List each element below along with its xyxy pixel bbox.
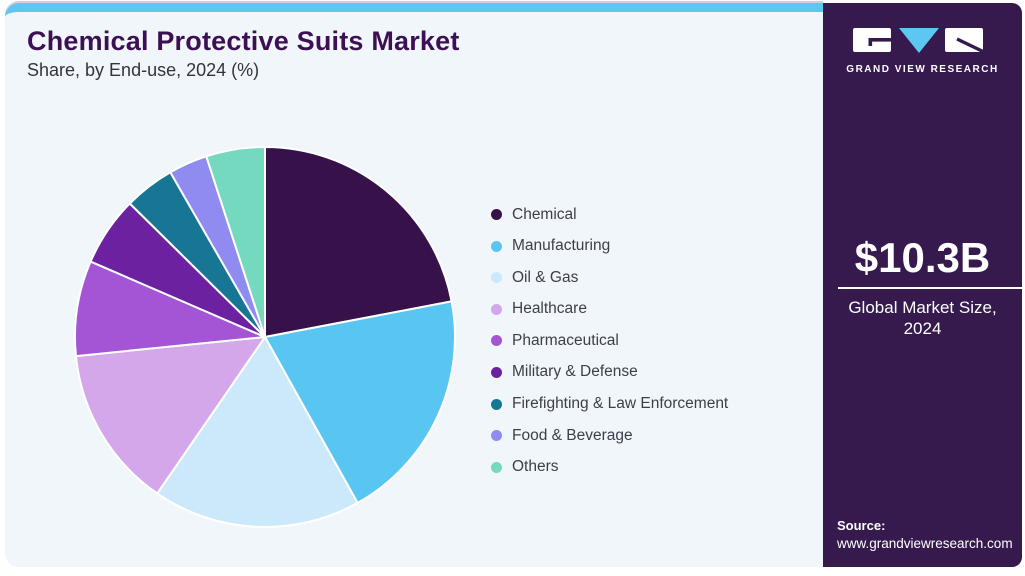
chart-card: Chemical Protective Suits Market Share, …	[5, 3, 823, 567]
legend-label: Others	[512, 458, 559, 476]
legend-label: Manufacturing	[512, 237, 611, 255]
page-subtitle: Share, by End-use, 2024 (%)	[27, 60, 260, 80]
pie-slice-others	[205, 146, 266, 338]
legend-label: Oil & Gas	[512, 268, 579, 286]
legend-dot-icon	[491, 240, 502, 252]
pie-slice-pharmaceutical	[74, 260, 266, 358]
legend-item: Chemical	[491, 204, 728, 225]
legend-label: Military & Defense	[512, 363, 638, 381]
legend-dot-icon	[491, 209, 502, 220]
legend-dot-icon	[491, 303, 502, 315]
pie-chart	[74, 146, 456, 528]
source-label: Source:	[837, 518, 886, 533]
legend-item: Healthcare	[491, 299, 728, 320]
page-title: Chemical Protective Suits Market	[27, 26, 460, 56]
pie-slice-healthcare	[74, 336, 266, 495]
legend-dot-icon	[491, 272, 502, 284]
legend-dot-icon	[491, 461, 502, 473]
market-size-value: $10.3B	[854, 234, 991, 281]
pie-slice-chemical	[264, 146, 453, 338]
legend-label: Pharmaceutical	[512, 331, 619, 349]
legend-label: Chemical	[512, 205, 577, 223]
legend-label: Firefighting & Law Enforcement	[512, 395, 729, 413]
legend-item: Manufacturing	[491, 236, 728, 257]
legend-label: Food & Beverage	[512, 426, 633, 444]
legend-dot-icon	[491, 335, 502, 347]
legend-item: Pharmaceutical	[491, 330, 728, 351]
brand-name: GRAND VIEW RESEARCH	[846, 64, 999, 75]
gvr-logo: GRAND VIEW RESEARCH	[823, 26, 1022, 75]
pie-slice-oil-gas	[156, 336, 359, 528]
source-block: Source: www.grandviewresearch.com	[837, 517, 1013, 553]
legend-item: Oil & Gas	[491, 267, 728, 288]
legend-label: Healthcare	[512, 300, 587, 318]
legend-item: Food & Beverage	[491, 425, 728, 446]
legend-dot-icon	[491, 430, 502, 442]
legend-item: Military & Defense	[491, 362, 728, 383]
source-url: www.grandviewresearch.com	[837, 536, 1013, 551]
gvr-logo-icon	[852, 28, 984, 54]
divider	[838, 287, 1022, 289]
market-size-label-line2: 2024	[903, 319, 942, 338]
legend-dot-icon	[491, 366, 502, 378]
legend: Chemical Manufacturing Oil & Gas Healthcare…	[491, 204, 728, 488]
market-size-block: $10.3B Global Market Size, 2024	[823, 236, 1022, 339]
legend-item: Firefighting & Law Enforcement	[491, 394, 728, 415]
legend-item: Others	[491, 457, 728, 478]
sidebar: GRAND VIEW RESEARCH $10.3B Global Market…	[823, 3, 1022, 567]
market-size-label-line1: Global Market Size,	[848, 298, 997, 317]
pie-slice-manufacturing	[264, 300, 456, 504]
legend-dot-icon	[491, 398, 502, 410]
